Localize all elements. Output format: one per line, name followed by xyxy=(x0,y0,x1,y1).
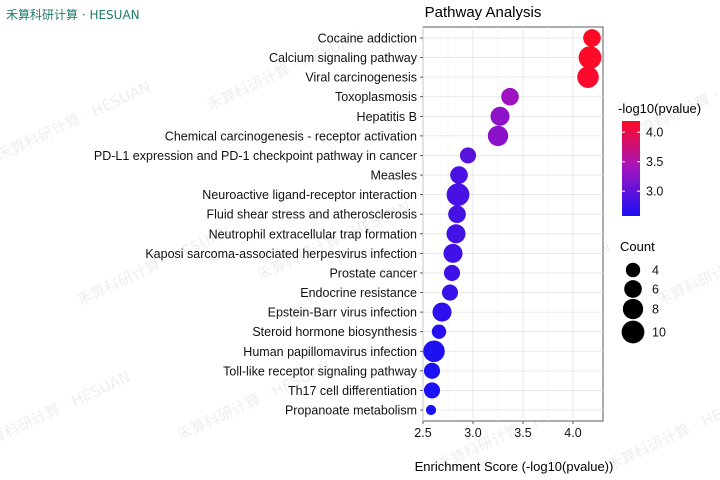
data-point xyxy=(443,264,461,281)
data-point xyxy=(425,404,437,416)
data-point xyxy=(446,183,470,207)
y-tick-label: Kaposi sarcoma-associated herpesvirus in… xyxy=(145,247,417,261)
y-tick-label: Neutrophil extracellular trap formation xyxy=(209,227,417,241)
size-legend-dot xyxy=(624,280,642,298)
x-tick-label: 2.5 xyxy=(414,426,431,440)
y-tick-label: Chemical carcinogenesis - receptor activ… xyxy=(165,129,417,143)
data-point xyxy=(423,382,441,399)
color-legend-bar xyxy=(622,121,640,216)
color-legend-title: -log10(pvalue) xyxy=(618,101,701,116)
y-tick-label: Measles xyxy=(370,169,417,183)
size-legend-dot xyxy=(621,320,645,344)
y-tick-label: Human papillomavirus infection xyxy=(243,345,417,359)
size-legend-dot xyxy=(625,262,641,278)
data-point xyxy=(431,324,447,339)
y-tick-label: Endocrine resistance xyxy=(300,286,417,300)
y-tick-label: Prostate cancer xyxy=(329,266,417,280)
y-tick-label: Fluid shear stress and atherosclerosis xyxy=(206,208,417,222)
y-tick-label: Toll-like receptor signaling pathway xyxy=(223,364,418,378)
data-point xyxy=(441,284,459,301)
y-axis-ticks xyxy=(420,37,423,411)
x-axis: 2.5 3.0 3.5 4.0 xyxy=(414,421,582,440)
y-tick-label: Propanoate metabolism xyxy=(285,404,417,418)
data-point xyxy=(487,125,509,147)
size-legend: Count 4 6 8 10 xyxy=(620,239,666,344)
color-legend-label: 3.0 xyxy=(646,185,663,199)
y-axis-labels: Cocaine addiction Calcium signaling pathw… xyxy=(94,32,418,418)
y-tick-label: Toxoplasmosis xyxy=(335,90,417,104)
plot-panel xyxy=(422,26,604,422)
size-legend-title: Count xyxy=(620,239,655,254)
data-point xyxy=(450,166,468,184)
data-point xyxy=(446,224,466,244)
y-tick-label: Viral carcinogenesis xyxy=(305,71,417,85)
data-point xyxy=(578,46,602,69)
data-point xyxy=(448,205,466,224)
y-tick-label: PD-L1 expression and PD-1 checkpoint pat… xyxy=(94,149,417,163)
brand-watermark-text: 禾算科研计算 · HESUAN xyxy=(6,8,140,22)
size-legend-label: 6 xyxy=(652,283,659,297)
x-tick-label: 3.0 xyxy=(464,426,481,440)
size-legend-label: 8 xyxy=(652,303,659,317)
x-axis-title: Enrichment Score (-log10(pvalue)) xyxy=(415,459,614,474)
chart-title: Pathway Analysis xyxy=(425,4,542,21)
grid-lines xyxy=(422,27,603,421)
data-point xyxy=(423,340,445,363)
size-legend-label: 10 xyxy=(652,326,666,340)
x-tick-label: 4.0 xyxy=(564,426,581,440)
y-tick-label: Th17 cell differentiation xyxy=(288,384,417,398)
y-tick-label: Epstein-Barr virus infection xyxy=(268,306,417,320)
x-tick-label: 3.5 xyxy=(514,426,531,440)
data-point xyxy=(583,29,601,47)
y-tick-label: Hepatitis B xyxy=(357,110,417,124)
data-point xyxy=(443,243,463,263)
y-tick-label: Neuroactive ligand-receptor interaction xyxy=(202,188,417,202)
data-point xyxy=(432,302,452,322)
data-point xyxy=(459,147,477,164)
color-legend: -log10(pvalue) 3.0 3.5 4.0 xyxy=(618,101,701,216)
data-point xyxy=(501,87,519,106)
data-points xyxy=(423,29,602,416)
y-tick-label: Calcium signaling pathway xyxy=(269,51,418,65)
color-legend-label: 4.0 xyxy=(646,126,663,140)
size-legend-label: 4 xyxy=(652,264,659,278)
data-point xyxy=(423,362,441,379)
y-tick-label: Cocaine addiction xyxy=(318,32,417,46)
data-point xyxy=(490,106,510,126)
size-legend-dot xyxy=(622,298,644,320)
color-legend-label: 3.5 xyxy=(646,155,663,169)
y-tick-label: Steroid hormone biosynthesis xyxy=(252,325,417,339)
data-point xyxy=(577,66,599,88)
